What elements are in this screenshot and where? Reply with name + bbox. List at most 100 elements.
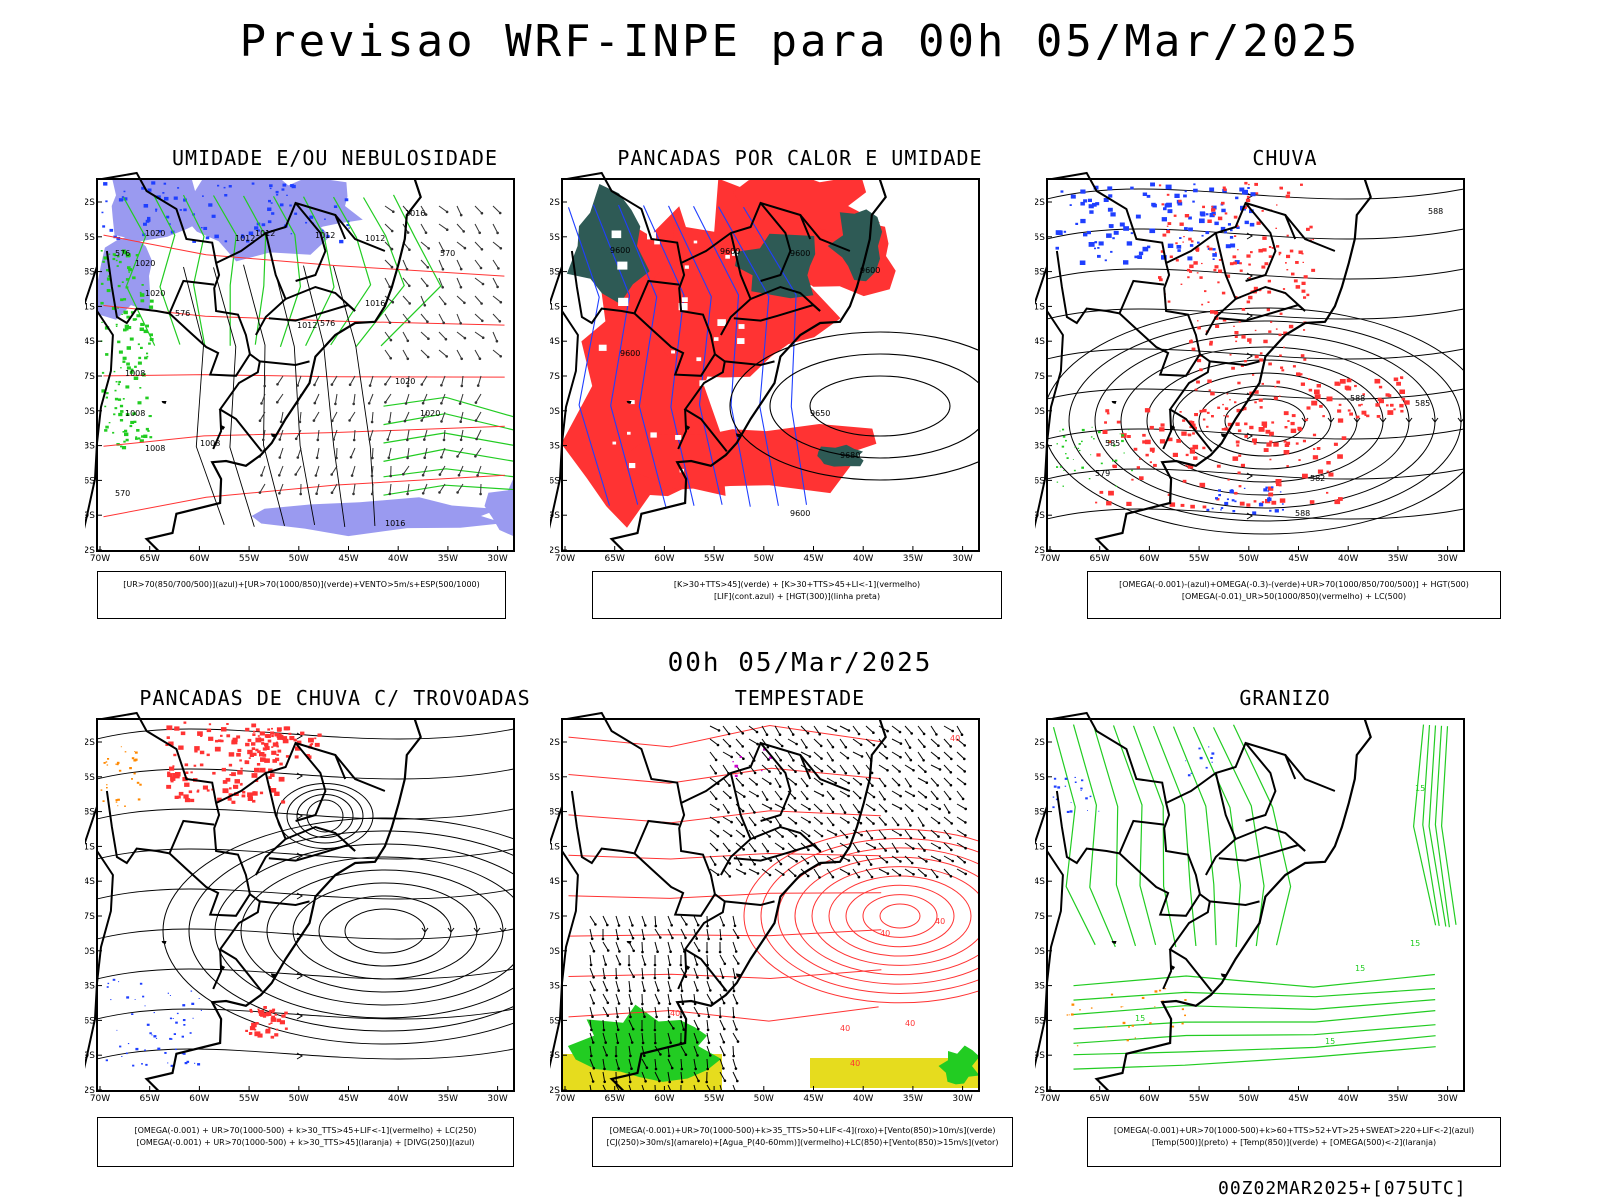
field-speckle bbox=[169, 1037, 172, 1040]
field-speckle bbox=[1158, 989, 1162, 992]
wind-vector bbox=[279, 447, 284, 458]
field-speckle bbox=[1166, 230, 1171, 234]
wind-vector bbox=[297, 375, 302, 386]
field-speckle bbox=[1138, 251, 1144, 256]
wind-vector-head bbox=[938, 768, 942, 771]
field-speckle bbox=[123, 250, 128, 255]
lc-contour bbox=[760, 838, 979, 994]
field-speckle bbox=[1281, 369, 1285, 372]
wind-vector-head bbox=[682, 1028, 685, 1031]
field-speckle bbox=[153, 1012, 155, 1014]
field-speckle bbox=[1197, 241, 1200, 244]
field-speckle bbox=[122, 398, 125, 400]
hgt-contour bbox=[729, 331, 979, 481]
wind-vector-head bbox=[883, 836, 887, 840]
field-speckle bbox=[1378, 399, 1384, 404]
wind-vector bbox=[826, 803, 834, 813]
field-speckle bbox=[627, 431, 631, 435]
field-speckle bbox=[1239, 501, 1245, 506]
field-speckle bbox=[1207, 379, 1212, 383]
field-speckle bbox=[226, 734, 231, 738]
field-speckle bbox=[1223, 415, 1225, 417]
wind-vector bbox=[628, 1006, 631, 1017]
border-line bbox=[101, 711, 263, 993]
field-speckle bbox=[769, 756, 772, 759]
wind-vector bbox=[456, 313, 462, 324]
wind-vector bbox=[930, 777, 939, 786]
wind-vector bbox=[930, 738, 939, 747]
wind-vector-head bbox=[427, 337, 430, 340]
field-speckle bbox=[1387, 410, 1394, 415]
streamline-arrow bbox=[421, 927, 429, 933]
field-speckle bbox=[1207, 301, 1210, 303]
wind-vector bbox=[667, 928, 673, 939]
field-speckle bbox=[1302, 261, 1304, 263]
wind-vector-head bbox=[753, 823, 757, 827]
field-speckle bbox=[1334, 381, 1340, 386]
border-line bbox=[1205, 772, 1237, 876]
wind-vector bbox=[719, 1019, 725, 1030]
field-speckle bbox=[1189, 426, 1192, 429]
wind-vector-head bbox=[755, 783, 758, 786]
wind-vector-head bbox=[960, 733, 964, 736]
wind-vector bbox=[761, 842, 769, 852]
field-speckle bbox=[1399, 389, 1405, 394]
field-speckle bbox=[1236, 408, 1241, 413]
field-speckle bbox=[1152, 451, 1155, 453]
field-speckle bbox=[1236, 226, 1240, 229]
wind-vector-head bbox=[871, 784, 874, 787]
wind-vector bbox=[474, 313, 483, 322]
field-speckle bbox=[151, 181, 156, 185]
field-area bbox=[484, 476, 514, 537]
wind-vector-head bbox=[658, 1079, 661, 1083]
field-speckle bbox=[1161, 255, 1167, 260]
wind-vector bbox=[904, 803, 913, 812]
isobar bbox=[213, 267, 255, 527]
field-speckle bbox=[220, 734, 223, 737]
wind-vector bbox=[722, 764, 729, 774]
field-speckle bbox=[1291, 272, 1295, 276]
wind-vector bbox=[826, 842, 833, 852]
field-speckle bbox=[1225, 274, 1231, 278]
field-speckle bbox=[259, 731, 265, 736]
contour-label: 1016 bbox=[365, 299, 385, 308]
field-speckle bbox=[1188, 237, 1192, 241]
field-speckle bbox=[136, 429, 140, 432]
field-speckle bbox=[1255, 192, 1259, 195]
wind-vector bbox=[800, 816, 810, 823]
field-speckle bbox=[200, 227, 203, 229]
field-speckle bbox=[268, 199, 271, 203]
legend-line: [LIF](cont.azul) + [HGT(300)](linha pret… bbox=[713, 592, 881, 601]
field-speckle bbox=[1259, 358, 1264, 362]
field-speckle bbox=[1202, 205, 1205, 209]
field-speckle bbox=[1221, 208, 1226, 213]
wind-vector-head bbox=[442, 438, 446, 442]
wind-vector bbox=[826, 790, 834, 800]
wind-vector-head bbox=[872, 743, 876, 747]
field-speckle bbox=[1097, 247, 1100, 249]
wind-vector-head bbox=[405, 267, 409, 271]
field-speckle bbox=[1199, 756, 1203, 760]
border-line bbox=[1235, 285, 1306, 312]
wind-vector bbox=[826, 868, 834, 878]
field-speckle bbox=[1212, 253, 1217, 257]
wind-vector bbox=[813, 764, 823, 772]
field-speckle bbox=[1344, 385, 1350, 390]
field-speckle bbox=[252, 752, 257, 756]
field-speckle bbox=[1261, 210, 1264, 212]
field-speckle bbox=[181, 1052, 184, 1055]
lat-label: 21S bbox=[550, 302, 560, 312]
field-speckle bbox=[139, 327, 144, 331]
field-speckle bbox=[1194, 413, 1198, 417]
field-speckle bbox=[107, 982, 110, 985]
lat-label: 12S bbox=[85, 198, 95, 208]
wind-vector bbox=[693, 1006, 700, 1016]
wind-vector bbox=[719, 967, 724, 978]
lif-contour bbox=[592, 204, 639, 505]
wind-vector bbox=[384, 205, 394, 213]
field-speckle bbox=[172, 1018, 174, 1019]
lat-label: 27S bbox=[1035, 372, 1045, 382]
field-speckle bbox=[136, 781, 140, 784]
contour-label: 15 bbox=[1410, 939, 1420, 948]
field-speckle bbox=[1278, 484, 1282, 487]
